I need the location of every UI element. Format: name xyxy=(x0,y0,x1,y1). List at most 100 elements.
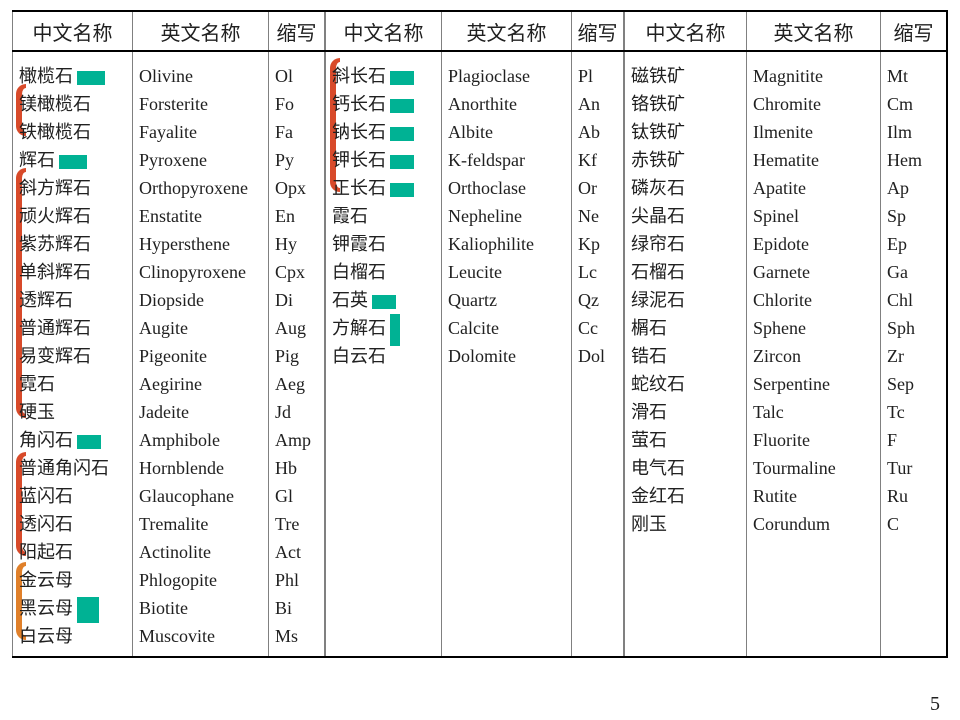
mineral-abbr: Ep xyxy=(883,230,944,258)
mineral-cn: 钙长石 xyxy=(328,90,439,118)
table-header: 中文名称 英文名称 缩写 中文名称 英文名称 缩写 中文名称 英文名称 缩写 xyxy=(12,10,948,52)
mineral-en: Tremalite xyxy=(135,510,266,538)
header-ab-3: 缩写 xyxy=(880,12,946,50)
mineral-en: Calcite xyxy=(444,314,569,342)
mineral-en: Nepheline xyxy=(444,202,569,230)
mineral-cn: 尖晶石 xyxy=(627,202,744,230)
mineral-en: Orthopyroxene xyxy=(135,174,266,202)
mineral-abbr: Ms xyxy=(271,622,322,650)
mineral-cn: 易变辉石 xyxy=(15,342,130,370)
mineral-en: Olivine xyxy=(135,62,266,90)
mineral-abbr: Tur xyxy=(883,454,944,482)
mineral-cn: 白云石 xyxy=(328,342,439,370)
mineral-en: Garnete xyxy=(749,258,878,286)
mineral-en: Corundum xyxy=(749,510,878,538)
mineral-abbr: Mt xyxy=(883,62,944,90)
mineral-en: Actinolite xyxy=(135,538,266,566)
mineral-cn: 铬铁矿 xyxy=(627,90,744,118)
mineral-en: Hornblende xyxy=(135,454,266,482)
mineral-abbr: Or xyxy=(574,174,621,202)
mineral-en: Spinel xyxy=(749,202,878,230)
mineral-abbr: Ol xyxy=(271,62,322,90)
header-ab-1: 缩写 xyxy=(268,12,324,50)
mineral-cn: 透闪石 xyxy=(15,510,130,538)
header-cn-1: 中文名称 xyxy=(12,12,132,50)
mineral-abbr: Ab xyxy=(574,118,621,146)
mineral-cn: 钛铁矿 xyxy=(627,118,744,146)
mineral-cn: 钠长石 xyxy=(328,118,439,146)
mineral-abbr: F xyxy=(883,426,944,454)
mineral-cn: 钾霞石 xyxy=(328,230,439,258)
mineral-cn: 单斜辉石 xyxy=(15,258,130,286)
mineral-en: Tourmaline xyxy=(749,454,878,482)
mineral-abbr: Sp xyxy=(883,202,944,230)
mineral-en: Fluorite xyxy=(749,426,878,454)
mineral-cn: 硬玉 xyxy=(15,398,130,426)
mineral-en: Phlogopite xyxy=(135,566,266,594)
mineral-abbr: Ne xyxy=(574,202,621,230)
mineral-en: Aegirine xyxy=(135,370,266,398)
mineral-abbr: Hem xyxy=(883,146,944,174)
mineral-en: Pigeonite xyxy=(135,342,266,370)
column-group-1: 橄榄石镁橄榄石铁橄榄石辉石斜方辉石顽火辉石紫苏辉石单斜辉石透辉石普通辉石易变辉石… xyxy=(12,52,325,656)
mineral-en: Chromite xyxy=(749,90,878,118)
mineral-en: Leucite xyxy=(444,258,569,286)
mineral-cn: 绿帘石 xyxy=(627,230,744,258)
mineral-abbr: Aug xyxy=(271,314,322,342)
mineral-en: Jadeite xyxy=(135,398,266,426)
mineral-cn: 石榴石 xyxy=(627,258,744,286)
mineral-en: Orthoclase xyxy=(444,174,569,202)
mineral-cn: 石英 xyxy=(328,286,439,314)
mineral-table: 中文名称 英文名称 缩写 中文名称 英文名称 缩写 中文名称 英文名称 缩写 橄… xyxy=(12,6,948,658)
mineral-abbr: Act xyxy=(271,538,322,566)
mineral-en: Forsterite xyxy=(135,90,266,118)
highlight-box xyxy=(77,597,99,623)
mineral-cn: 铁橄榄石 xyxy=(15,118,130,146)
mineral-abbr: Pl xyxy=(574,62,621,90)
highlight-box xyxy=(390,155,414,169)
mineral-cn: 正长石 xyxy=(328,174,439,202)
mineral-abbr: Ap xyxy=(883,174,944,202)
mineral-cn: 绿泥石 xyxy=(627,286,744,314)
mineral-en: Muscovite xyxy=(135,622,266,650)
mineral-abbr: Fa xyxy=(271,118,322,146)
mineral-abbr: Bi xyxy=(271,594,322,622)
mineral-cn: 磷灰石 xyxy=(627,174,744,202)
mineral-cn: 赤铁矿 xyxy=(627,146,744,174)
mineral-abbr: Kp xyxy=(574,230,621,258)
mineral-abbr: Tre xyxy=(271,510,322,538)
mineral-en: Fayalite xyxy=(135,118,266,146)
highlight-box xyxy=(59,155,87,169)
highlight-box xyxy=(77,71,105,85)
mineral-abbr: Ga xyxy=(883,258,944,286)
header-cn-2: 中文名称 xyxy=(325,12,441,50)
mineral-cn: 电气石 xyxy=(627,454,744,482)
mineral-en: Clinopyroxene xyxy=(135,258,266,286)
highlight-box xyxy=(390,127,414,141)
mineral-abbr: Gl xyxy=(271,482,322,510)
mineral-cn: 透辉石 xyxy=(15,286,130,314)
mineral-abbr: Ilm xyxy=(883,118,944,146)
header-ab-2: 缩写 xyxy=(571,12,623,50)
mineral-abbr: Pig xyxy=(271,342,322,370)
mineral-en: Talc xyxy=(749,398,878,426)
mineral-en: Anorthite xyxy=(444,90,569,118)
mineral-abbr: Chl xyxy=(883,286,944,314)
mineral-en: K-feldspar xyxy=(444,146,569,174)
mineral-cn: 金红石 xyxy=(627,482,744,510)
mineral-abbr: Aeg xyxy=(271,370,322,398)
mineral-abbr: Ru xyxy=(883,482,944,510)
mineral-cn: 顽火辉石 xyxy=(15,202,130,230)
mineral-abbr: Phl xyxy=(271,566,322,594)
mineral-en: Quartz xyxy=(444,286,569,314)
mineral-en: Enstatite xyxy=(135,202,266,230)
mineral-abbr: Zr xyxy=(883,342,944,370)
mineral-cn: 普通角闪石 xyxy=(15,454,130,482)
mineral-abbr: Dol xyxy=(574,342,621,370)
mineral-cn: 白云母 xyxy=(15,622,130,650)
mineral-cn: 萤石 xyxy=(627,426,744,454)
mineral-abbr: En xyxy=(271,202,322,230)
mineral-abbr: Di xyxy=(271,286,322,314)
mineral-cn: 镁橄榄石 xyxy=(15,90,130,118)
highlight-box xyxy=(372,295,396,309)
